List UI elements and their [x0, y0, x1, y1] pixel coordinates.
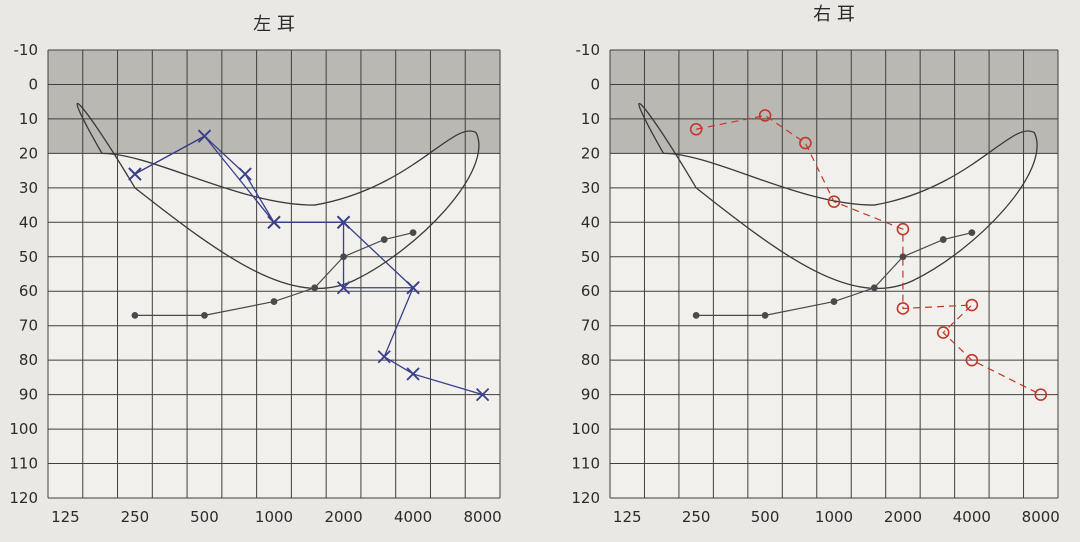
- x-tick-label: 1000: [255, 508, 293, 526]
- data-point: [870, 284, 878, 292]
- y-tick-label: 30: [19, 179, 38, 197]
- y-tick-label: 20: [581, 144, 600, 162]
- panel-title: 右 耳: [813, 4, 855, 25]
- data-point: [336, 281, 351, 295]
- y-tick-label: 70: [19, 317, 38, 335]
- y-tick-label: -10: [576, 41, 601, 59]
- y-tick-label: 10: [581, 110, 600, 128]
- x-tick-label: 500: [751, 508, 780, 526]
- x-tick-label: 2000: [884, 508, 922, 526]
- data-point: [968, 229, 976, 237]
- x-tick-label: 250: [121, 508, 150, 526]
- x-tick-label: 500: [190, 508, 219, 526]
- data-point: [475, 387, 490, 402]
- y-tick-label: 30: [581, 179, 600, 197]
- speech-banana: [638, 103, 1038, 290]
- y-tick-label: 50: [581, 248, 600, 266]
- x-tick-label: 4000: [394, 508, 432, 526]
- data-point: [799, 136, 812, 150]
- y-tick-label: 100: [571, 420, 600, 438]
- data-point: [761, 311, 769, 319]
- data-point: [965, 353, 979, 367]
- y-tick-label: 50: [19, 248, 38, 266]
- y-tick-label: 60: [19, 282, 38, 300]
- y-tick-label: 40: [19, 213, 38, 231]
- y-tick-label: 60: [581, 282, 600, 300]
- data-point: [939, 236, 947, 243]
- data-point: [896, 302, 910, 315]
- x-tick-label: 8000: [464, 508, 502, 526]
- data-point: [406, 367, 420, 381]
- x-tick-label: 125: [613, 508, 642, 526]
- audiogram-panel: -10 0 10 20 30 40 50 60 70 80 90 100 110 120 125 250 500…: [571, 4, 1060, 526]
- data-point: [270, 298, 278, 305]
- x-tick-label: 250: [682, 508, 711, 526]
- data-point: [406, 281, 420, 295]
- shaded-band: [48, 50, 500, 154]
- y-tick-label: 100: [9, 420, 38, 438]
- x-tick-label: 125: [51, 508, 80, 526]
- y-tick-label: 70: [581, 317, 600, 335]
- y-tick-label: 90: [19, 386, 38, 404]
- x-tick-label: 8000: [1022, 508, 1060, 526]
- x-tick-label: 1000: [815, 508, 853, 526]
- y-tick-label: 110: [571, 455, 600, 473]
- y-tick-label: 120: [9, 489, 38, 507]
- data-point: [380, 236, 388, 243]
- x-tick-label: 2000: [324, 508, 362, 526]
- y-tick-label: 80: [19, 351, 38, 369]
- data-point: [899, 253, 907, 261]
- data-point: [131, 311, 139, 319]
- y-tick-label: 120: [571, 489, 600, 507]
- y-tick-label: -10: [14, 41, 39, 59]
- data-point: [377, 350, 391, 364]
- y-tick-label: 80: [581, 351, 600, 369]
- data-point: [830, 298, 838, 305]
- y-tick-label: 110: [9, 455, 38, 473]
- y-tick-label: 0: [590, 75, 600, 93]
- data-point: [197, 129, 212, 143]
- data-point: [827, 195, 841, 208]
- data-point: [758, 109, 772, 122]
- data-point: [267, 215, 281, 229]
- y-tick-label: 90: [581, 386, 600, 404]
- speech-banana: [76, 103, 480, 290]
- data-point: [201, 311, 208, 319]
- data-point: [311, 284, 319, 292]
- shaded-band: [610, 50, 1058, 154]
- data-point: [689, 122, 703, 136]
- data-point: [936, 326, 950, 339]
- data-point: [409, 229, 417, 237]
- y-tick-label: 0: [28, 75, 38, 93]
- data-point: [238, 167, 252, 181]
- data-point: [1034, 388, 1048, 401]
- y-tick-label: 40: [581, 213, 600, 231]
- data-point: [692, 311, 700, 319]
- y-tick-label: 20: [19, 144, 38, 162]
- series-line: [134, 135, 483, 396]
- data-point: [336, 215, 351, 229]
- panel-title: 左 耳: [253, 14, 295, 35]
- y-tick-label: 10: [19, 110, 38, 128]
- audiogram-panel: -10 0 10 20 30 40 50 60 70 80 90 100 110 120 125 250 500…: [9, 14, 501, 526]
- data-point: [128, 167, 142, 181]
- data-point: [965, 298, 979, 312]
- x-tick-label: 4000: [953, 508, 991, 526]
- data-point: [896, 222, 910, 236]
